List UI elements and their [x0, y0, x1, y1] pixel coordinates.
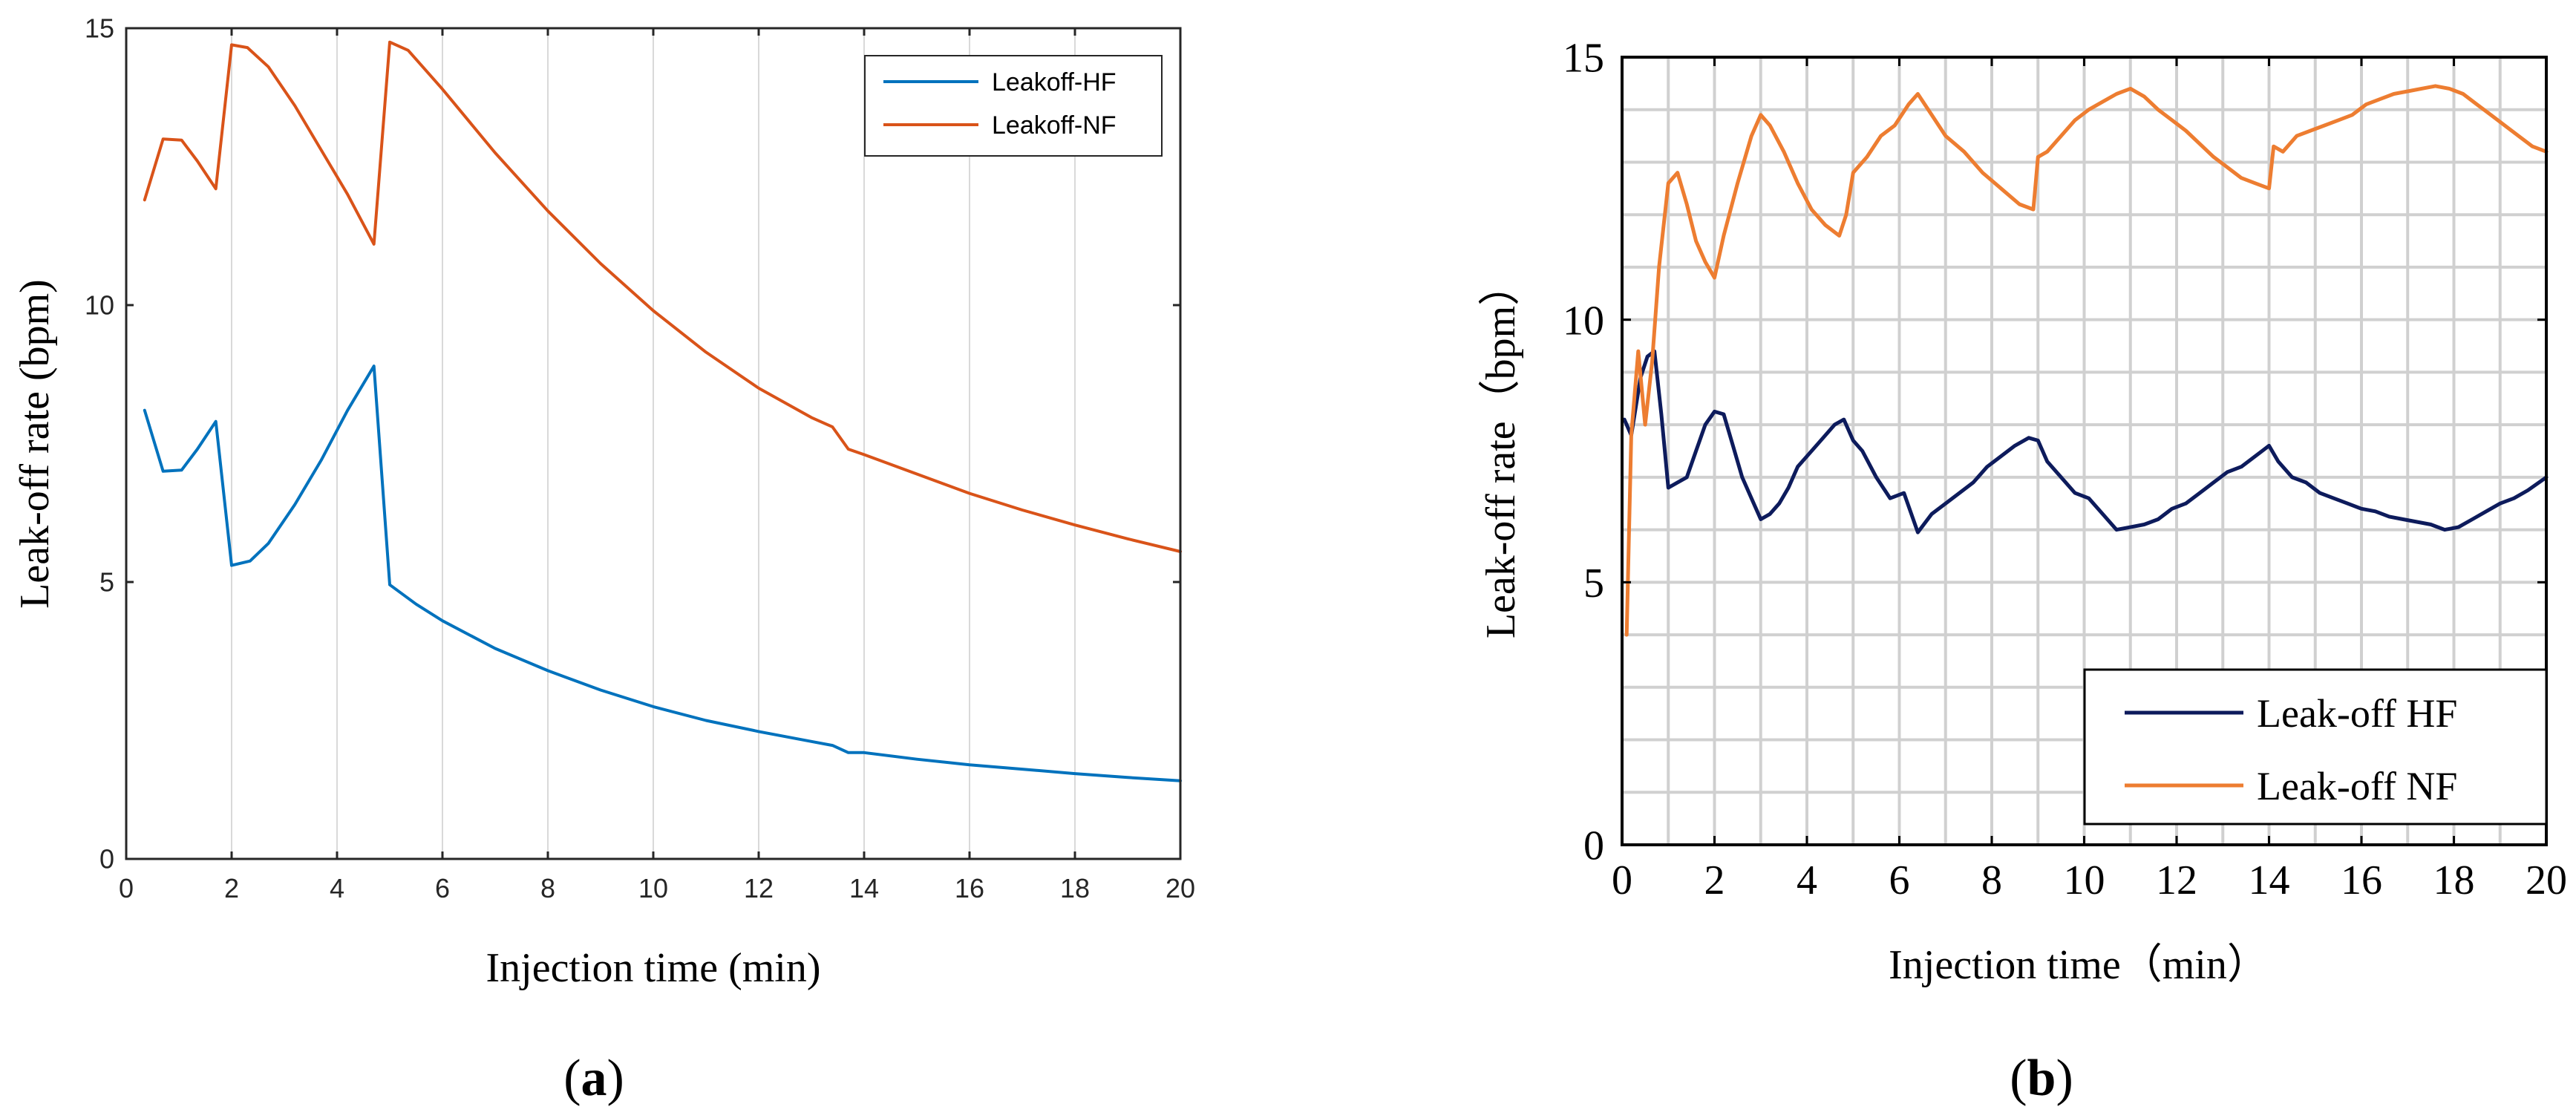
panel-a-caption-letter: a: [581, 1050, 607, 1107]
panel-b-x-tick-label: 2: [1704, 857, 1725, 903]
panel-b-caption-letter: b: [2027, 1050, 2056, 1107]
panel-a-x-tick-label: 8: [540, 873, 555, 903]
panel-a-x-tick-label: 4: [330, 873, 344, 903]
panel-a-y-tick-label: 15: [85, 13, 114, 44]
panel-a-x-tick-label: 16: [955, 873, 984, 903]
panel-a-x-tick-label: 10: [638, 873, 668, 903]
panel-a-lines: [143, 40, 1182, 782]
panel-b-caption: (b): [2010, 1050, 2073, 1107]
panel-a-y-tick-label: 10: [85, 290, 114, 321]
panel-b-y-tick-label: 10: [1563, 298, 1604, 344]
panel-a-legend-box: [864, 55, 1163, 157]
panel-a-x-tick-label: 0: [119, 873, 134, 903]
panel-a-legend: Leakoff-HF Leakoff-NF: [864, 55, 1163, 157]
panel-b-lines: [1622, 84, 2549, 637]
panel-a-y-tick-label: 5: [99, 567, 114, 598]
panel-b-x-tick-label: 18: [2433, 857, 2475, 903]
panel-a-caption: (a): [563, 1050, 624, 1107]
panel-b-y-axis-label: Leak-off rate（bpm）: [1478, 264, 1524, 638]
panel-b-x-tick-label: 4: [1797, 857, 1817, 903]
panel-b-legend-box: [2083, 668, 2548, 826]
panel-a-x-tick-label: 20: [1166, 873, 1195, 903]
panel-b-series-line-leak-off-nf: [1624, 84, 2549, 637]
panel-a-y-tick-label: 0: [99, 844, 114, 875]
panel-a-grid: [231, 28, 1076, 859]
panel-b-x-tick-label: 14: [2249, 857, 2290, 903]
panel-b-x-tick-label: 0: [1612, 857, 1632, 903]
panel-b-ticks: 0 2 4 6 8 10 12 14 16 18 20 0 5 10 15: [1563, 36, 2567, 903]
panel-a-series-line-leakoff-hf: [143, 365, 1182, 782]
panel-b: 0 2 4 6 8 10 12 14 16 18 20 0 5 10 15 Injection time（m…: [1478, 36, 2567, 988]
panel-a-x-tick-label: 6: [435, 873, 450, 903]
panel-a-y-axis-label: Leak-off rate (bpm): [12, 279, 58, 609]
panel-b-legend: Leak-off HF Leak-off NF: [2083, 668, 2548, 826]
panel-a-x-tick-label: 12: [744, 873, 774, 903]
panel-b-y-tick-label: 5: [1583, 560, 1604, 607]
panel-a-series-line-leakoff-nf: [143, 40, 1182, 553]
panel-b-x-tick-label: 6: [1889, 857, 1910, 903]
panel-a-x-tick-label: 14: [849, 873, 879, 903]
panel-b-y-tick-label: 0: [1583, 823, 1604, 869]
panel-a-x-tick-label: 2: [224, 873, 239, 903]
panel-a-x-tick-label: 18: [1060, 873, 1090, 903]
panel-b-x-tick-label: 12: [2156, 857, 2197, 903]
legend-label-leakoff-nf: Leakoff-NF: [992, 111, 1117, 140]
panel-b-x-axis-label: Injection time（min）: [1889, 942, 2269, 988]
legend-label-leakoff-hf: Leakoff-HF: [992, 68, 1117, 97]
panel-a: 0 2 4 6 8 10 12 14 16 18 20 0 5 10 15 Injection time (…: [12, 13, 1195, 991]
panel-b-series-line-leak-off-hf: [1622, 349, 2549, 535]
panel-b-x-tick-label: 8: [1981, 857, 2002, 903]
panel-b-x-tick-label: 20: [2526, 857, 2567, 903]
panel-a-x-axis-label: Injection time (min): [486, 945, 821, 991]
panel-b-x-tick-label: 10: [2064, 857, 2105, 903]
panel-b-x-tick-label: 16: [2341, 857, 2382, 903]
legend-label-leak-off-nf: Leak-off NF: [2257, 764, 2457, 808]
legend-label-leak-off-hf: Leak-off HF: [2257, 691, 2457, 736]
panel-b-y-tick-label: 15: [1563, 36, 1604, 82]
panel-a-ticks: 0 2 4 6 8 10 12 14 16 18 20 0 5 10 15: [85, 13, 1195, 903]
